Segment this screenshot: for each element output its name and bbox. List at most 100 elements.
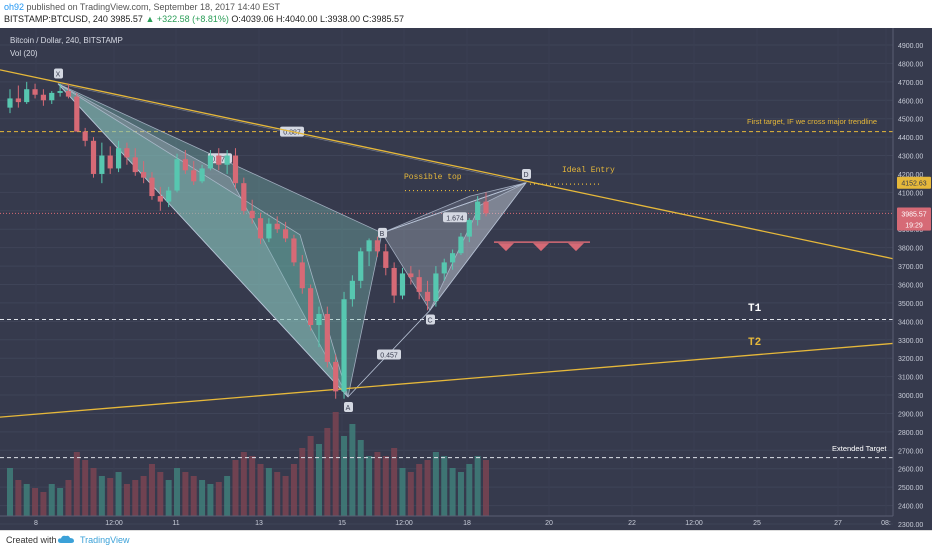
y-tick-label: 2400.00	[898, 504, 923, 511]
candle-body	[266, 223, 272, 239]
publish-line: oh92 published on TradingView.com, Septe…	[4, 2, 280, 12]
candle-body	[199, 168, 205, 182]
y-tick-label: 3100.00	[898, 375, 923, 382]
candle-body	[383, 251, 389, 268]
volume-bar	[240, 452, 247, 516]
extended-target-label: Extended Target	[832, 444, 887, 453]
point-label-box	[344, 402, 353, 413]
publish-header: oh92 published on TradingView.com, Septe…	[0, 0, 932, 28]
candle-body	[316, 313, 322, 326]
candle-body	[99, 155, 105, 174]
volume-bar	[165, 480, 172, 516]
x-tick-label: 22	[628, 520, 636, 527]
x-tick-label: 08:	[881, 520, 891, 527]
x-tick-label: 25	[753, 520, 761, 527]
x-tick-label: 11	[172, 520, 179, 527]
volume-bar	[416, 464, 423, 516]
candle-body	[374, 240, 381, 252]
candle-body	[49, 92, 55, 101]
point-label: C	[427, 318, 432, 325]
candle-body	[424, 291, 431, 302]
volume-bar	[224, 476, 231, 516]
y-tick-label: 3600.00	[898, 283, 923, 290]
volume-bar	[148, 464, 155, 516]
ratio-label-box	[377, 349, 401, 360]
y-tick-label: 4200.00	[898, 172, 923, 179]
candle-body	[458, 236, 464, 254]
candle-body	[166, 190, 172, 202]
candle-body	[232, 155, 239, 184]
candle-body	[74, 96, 80, 132]
y-tick-label: 2700.00	[898, 448, 923, 455]
candle-body	[107, 155, 113, 169]
candle-body	[216, 155, 222, 165]
first-target-label: First target, IF we cross major trendlin…	[747, 117, 877, 126]
candle-body	[24, 89, 30, 103]
ratio-label: 0.887	[283, 130, 301, 137]
major-downtrend-line	[0, 69, 894, 260]
candle-body	[291, 238, 297, 263]
t1-label: T1	[748, 303, 762, 315]
volume-bar	[374, 452, 381, 516]
volume-bars	[7, 412, 489, 516]
volume-bar	[40, 492, 47, 516]
y-tick-label: 4900.00	[898, 43, 923, 50]
y-tick-label: 3500.00	[898, 301, 923, 308]
candle-body	[475, 201, 481, 221]
volume-bar	[449, 468, 456, 516]
y-tick-label: 2600.00	[898, 467, 923, 474]
volume-bar	[157, 472, 164, 516]
candle-body	[15, 98, 21, 103]
candle-body	[466, 220, 472, 237]
volume-bar	[483, 460, 489, 516]
y-tick-label: 3200.00	[898, 356, 923, 363]
candle-body	[257, 218, 264, 239]
volume-bar	[349, 424, 356, 516]
volume-bar	[32, 488, 39, 516]
y-tick-label: 3300.00	[898, 338, 923, 345]
candle-body	[333, 361, 339, 392]
x-tick-label: 12:00	[685, 520, 703, 527]
y-tick-label: 3700.00	[898, 264, 923, 271]
point-label: D	[523, 172, 528, 179]
y-tick-label: 4400.00	[898, 135, 923, 142]
point-label-box	[54, 68, 63, 79]
chart-background	[0, 28, 932, 530]
author-link[interactable]: oh92	[4, 2, 25, 12]
candle-body	[115, 148, 122, 169]
candle-body	[441, 262, 447, 274]
candle-body	[449, 253, 456, 263]
last-price: 3985.57	[110, 14, 143, 24]
y-tick-label: 4700.00	[898, 80, 923, 87]
candle-body	[40, 94, 47, 101]
candle-body	[149, 177, 155, 197]
volume-bar	[23, 484, 30, 516]
candle-body	[274, 223, 280, 230]
volume-bar	[48, 484, 55, 516]
volume-bar	[7, 468, 13, 516]
possible-top-label: Possible top	[404, 173, 462, 182]
volume-bar	[15, 480, 22, 516]
candlesticks	[7, 81, 489, 399]
volume-bar	[474, 456, 481, 516]
volume-bar	[215, 482, 222, 516]
sell-arrow-icon	[533, 243, 549, 252]
price-tag-label: 19:29	[905, 223, 923, 230]
volume-bar	[73, 452, 80, 516]
candle-body	[191, 170, 197, 182]
ideal-entry-label: Ideal Entry	[562, 166, 615, 175]
footer: Created with TradingView	[0, 530, 932, 551]
x-tick-label: 27	[834, 520, 842, 527]
volume-bar	[257, 464, 264, 516]
candle-body	[57, 91, 63, 93]
tradingview-brand[interactable]: TradingView	[80, 535, 130, 545]
horizontal-lines	[0, 131, 893, 459]
volume-bar	[140, 476, 147, 516]
annotations	[494, 241, 590, 252]
candle-body	[358, 251, 364, 281]
volume-bar	[315, 444, 322, 516]
volume-bar	[249, 456, 256, 516]
candle-body	[141, 172, 147, 178]
